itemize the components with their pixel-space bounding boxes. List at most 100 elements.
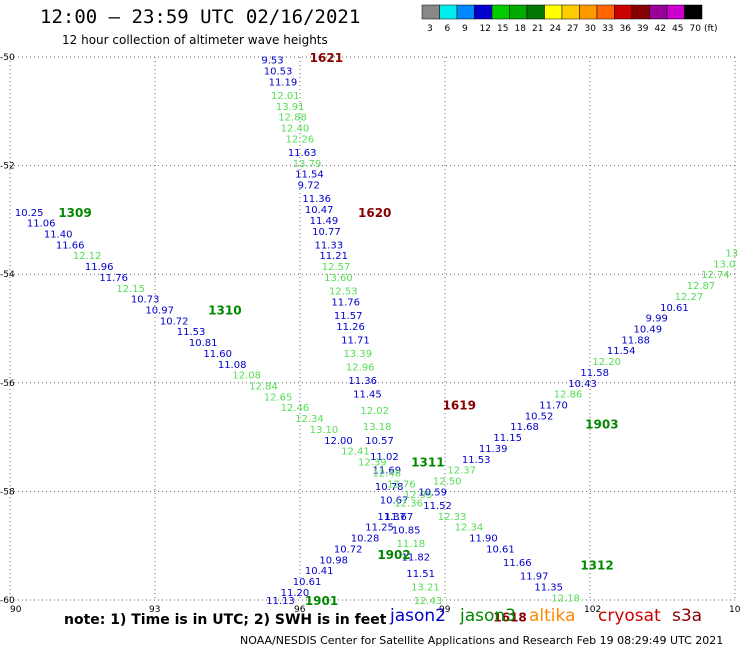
y-tick-label: -58 <box>0 487 15 497</box>
data-point-label: 10.61 <box>660 303 689 314</box>
data-point-label: 12.37 <box>447 466 476 477</box>
data-point-label: 12.36 <box>394 498 423 509</box>
pass-label: 1901 <box>305 594 338 608</box>
chart-title: 12:00 – 23:59 UTC 02/16/2021 <box>40 6 361 28</box>
satellite-label-jason2: jason2 <box>390 606 446 626</box>
pass-label: 1902 <box>377 548 410 562</box>
legend-label: 39 <box>637 24 649 34</box>
data-point-label: 12.87 <box>687 281 716 292</box>
data-point-label: 13.0 <box>713 259 735 270</box>
data-point-label: 11.68 <box>510 422 539 433</box>
footer-note: note: 1) Time is in UTC; 2) SWH is in fe… <box>64 612 387 628</box>
pass-label: 1620 <box>358 206 391 220</box>
y-tick-label: -50 <box>0 53 15 63</box>
data-point-label: 11.18 <box>397 539 426 550</box>
legend-swatch <box>579 4 598 20</box>
data-point-label: 11.53 <box>462 455 491 466</box>
x-tick-label: 93 <box>149 605 160 615</box>
data-point-label: 11.54 <box>607 346 636 357</box>
legend-label: 36 <box>620 24 632 34</box>
legend-label: 12 <box>480 24 491 34</box>
data-point-label: 11.60 <box>203 349 232 360</box>
legend-label: 15 <box>497 24 508 34</box>
data-point-label: 12.02 <box>360 406 389 417</box>
x-tick-label: 105 <box>729 605 740 615</box>
pass-label: 1618 <box>493 610 526 624</box>
data-point-label: 10.61 <box>486 544 515 555</box>
legend-label: 45 <box>672 24 683 34</box>
legend-swatch <box>631 4 650 20</box>
data-point-label: 11.06 <box>27 219 56 230</box>
data-point-label: 10.72 <box>160 316 189 327</box>
data-point-label: 11.02 <box>370 452 399 463</box>
data-point-label: 12.86 <box>554 390 583 401</box>
data-point-label: 13.18 <box>363 422 392 433</box>
data-point-label: 11.67 <box>385 512 414 523</box>
satellite-label-altika: altika <box>529 606 576 626</box>
data-point-label: 11.33 <box>315 240 344 251</box>
satellite-label-jason3: jason3 <box>460 606 516 626</box>
data-point-label: 10.59 <box>418 487 447 498</box>
x-tick-label: 96 <box>294 605 306 615</box>
data-point-label: 11.63 <box>288 148 317 159</box>
data-point-label: 12.88 <box>278 113 307 124</box>
data-point-label: 12.50 <box>433 477 462 488</box>
data-point-label: 10.97 <box>145 305 174 316</box>
x-tick-label: 102 <box>584 605 601 615</box>
legend-label: 24 <box>550 24 562 34</box>
data-point-label: 11.13 <box>266 596 295 607</box>
data-point-label: 10.52 <box>525 411 554 422</box>
legend-swatch <box>421 4 440 20</box>
data-point-label: 10.72 <box>334 544 363 555</box>
data-point-label: 13.10 <box>310 425 339 436</box>
data-point-label: 10.25 <box>15 208 44 219</box>
data-point-label: 9.72 <box>298 181 320 192</box>
data-point-label: 12.40 <box>281 124 310 135</box>
data-point-label: 12.34 <box>455 523 484 534</box>
data-point-label: 11.82 <box>402 553 431 564</box>
data-point-label: 12.18 <box>551 593 580 604</box>
data-point-label: 10.28 <box>351 534 380 545</box>
pass-label: 1310 <box>208 303 241 317</box>
data-point-label: 12.33 <box>438 512 467 523</box>
pass-label: 1903 <box>585 418 618 432</box>
legend-label: 18 <box>515 24 527 34</box>
data-point-label: 11.08 <box>218 360 247 371</box>
data-point-label: 12.74 <box>701 270 730 281</box>
data-point-label: 11.36 <box>348 376 377 387</box>
data-point-label: 11.19 <box>269 77 298 88</box>
legend-label: 9 <box>462 24 468 34</box>
data-point-label: 11.15 <box>493 433 522 444</box>
data-point-label: 10.53 <box>264 67 293 78</box>
data-point-label: 13.91 <box>276 102 305 113</box>
data-point-label: 10.49 <box>634 325 663 336</box>
data-point-label: 10.41 <box>305 566 334 577</box>
data-point-label: 12.53 <box>329 286 358 297</box>
data-point-label: 11.76 <box>99 273 128 284</box>
data-point-label: 11.54 <box>295 170 324 181</box>
legend-unit: (ft) <box>704 24 718 34</box>
data-point-label: 11.71 <box>341 335 370 346</box>
data-point-label: 12.34 <box>295 414 324 425</box>
data-point-label: 11.37 <box>377 512 406 523</box>
data-point-label: 10.98 <box>319 555 348 566</box>
legend-label: 3 <box>427 24 433 34</box>
data-point-label: 11.35 <box>534 582 563 593</box>
satellite-label-cryosat: cryosat <box>598 606 661 626</box>
data-point-label: 13.79 <box>293 159 322 170</box>
legend-swatch <box>666 4 685 20</box>
data-point-label: 9.99 <box>646 314 668 325</box>
data-point-label: 12.57 <box>322 262 351 273</box>
y-tick-label: -60 <box>0 596 15 606</box>
y-tick-label: -54 <box>0 270 15 280</box>
data-point-label: 11.26 <box>336 322 365 333</box>
data-point-label: 10.81 <box>189 338 218 349</box>
data-point-label: 12.00 <box>324 436 353 447</box>
legend-swatch <box>561 4 580 20</box>
data-point-label: 10.73 <box>131 295 160 306</box>
data-point-label: 11.70 <box>539 401 568 412</box>
data-point-label: 11.52 <box>423 501 452 512</box>
legend-swatch <box>439 4 458 20</box>
data-point-label: 12.84 <box>249 382 278 393</box>
